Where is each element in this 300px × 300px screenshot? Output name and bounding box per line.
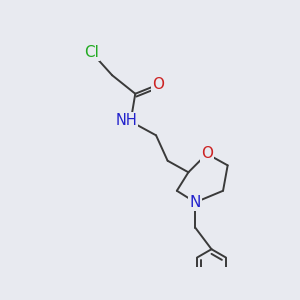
Text: N: N (190, 195, 201, 210)
Text: Cl: Cl (84, 45, 99, 60)
Text: O: O (152, 77, 164, 92)
Text: NH: NH (115, 113, 137, 128)
Text: O: O (201, 146, 213, 161)
